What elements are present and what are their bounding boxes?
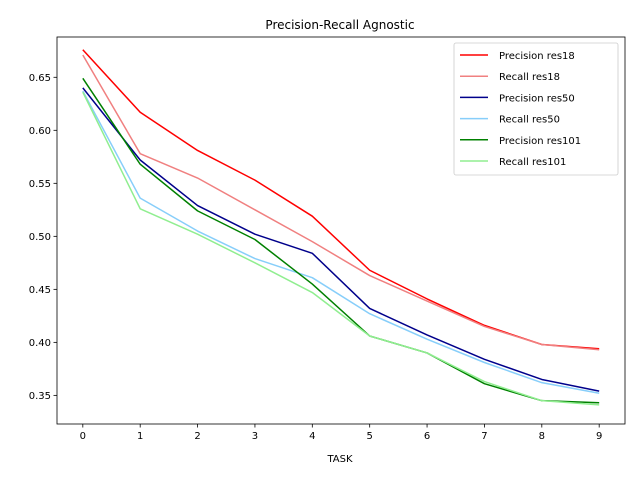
- chart-title: Precision-Recall Agnostic: [265, 18, 414, 32]
- legend-label-2: Precision res50: [499, 93, 575, 104]
- x-tick-label-2: 2: [194, 431, 200, 442]
- legend-label-0: Precision res18: [499, 51, 575, 62]
- series-line-3: [82, 90, 600, 394]
- x-tick-label-4: 4: [309, 431, 315, 442]
- x-tick-label-8: 8: [539, 431, 545, 442]
- x-axis-title: TASK: [326, 454, 353, 465]
- series-line-2: [82, 87, 600, 392]
- x-tick-label-6: 6: [424, 431, 430, 442]
- y-tick-label-3: 0.50: [29, 232, 51, 243]
- x-tick-label-1: 1: [137, 431, 143, 442]
- y-tick-label-2: 0.45: [29, 285, 51, 296]
- legend-label-4: Precision res101: [499, 136, 581, 147]
- y-tick-label-0: 0.35: [29, 391, 51, 402]
- plot-area: [82, 49, 600, 406]
- y-tick-label-1: 0.40: [29, 338, 51, 349]
- x-tick-label-0: 0: [80, 431, 86, 442]
- series-line-4: [82, 77, 600, 404]
- x-tick-label-9: 9: [596, 431, 602, 442]
- legend-box: [453, 42, 619, 176]
- series-line-5: [82, 91, 600, 406]
- legend-label-1: Recall res18: [499, 72, 560, 83]
- series-line-1: [82, 54, 600, 351]
- legend-label-5: Recall res101: [499, 157, 566, 168]
- x-tick-label-3: 3: [252, 431, 258, 442]
- y-tick-label-4: 0.55: [29, 179, 51, 190]
- y-tick-label-5: 0.60: [29, 126, 51, 137]
- x-tick-label-7: 7: [481, 431, 487, 442]
- axes-frame: [56, 36, 626, 425]
- legend-label-3: Recall res50: [499, 115, 560, 126]
- x-tick-label-5: 5: [366, 431, 372, 442]
- axes: 0 1 2 3 4 5 6 7 8 9 0.35 0.40 0.45 0.50 0.55 0.60 0.65: [29, 36, 626, 442]
- y-tick-label-6: 0.65: [29, 73, 51, 84]
- legend: Precision res18 Recall res18 Precision res…: [453, 42, 619, 176]
